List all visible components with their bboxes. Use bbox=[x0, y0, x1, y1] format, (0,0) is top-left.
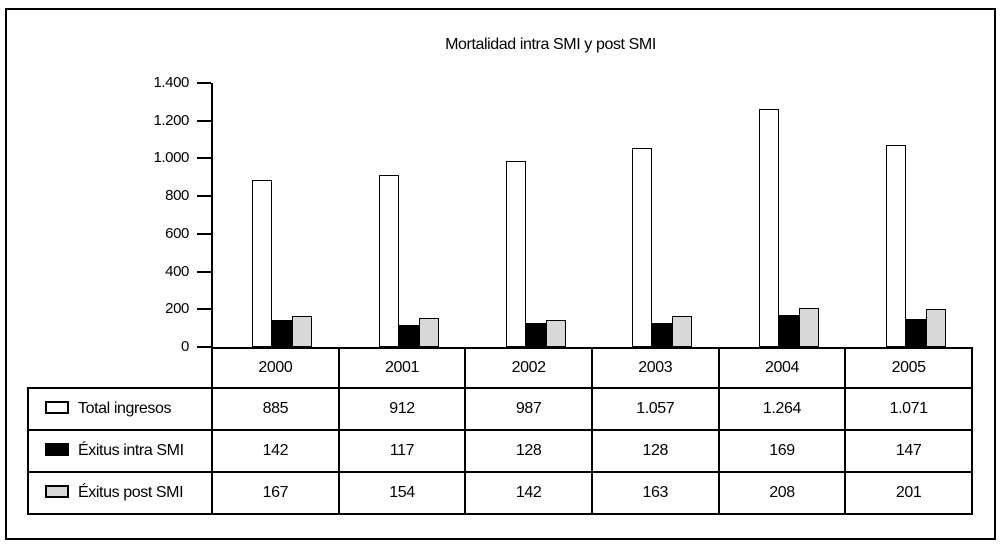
table-row-exitus-intra-smi: Éxitus intra SMI 142 117 128 128 169 147 bbox=[27, 429, 973, 473]
chart-title: Mortalidad intra SMI y post SMI bbox=[445, 36, 656, 53]
bar-total-ingresos-2005 bbox=[885, 145, 906, 347]
data-table: 2000 2001 2002 2003 2004 2005 Total ingr… bbox=[27, 347, 973, 515]
bar-exitus-post-smi-2005 bbox=[925, 309, 946, 347]
year-header-row: 2000 2001 2002 2003 2004 2005 bbox=[28, 347, 973, 389]
value-cell: 885 bbox=[211, 387, 340, 431]
value-cell: 142 bbox=[211, 429, 340, 473]
y-axis-tick-label: 1.200 bbox=[153, 111, 189, 129]
value-cell: 1.071 bbox=[844, 387, 973, 431]
bar-total-ingresos-2001 bbox=[379, 175, 399, 347]
value-cell: 163 bbox=[590, 471, 720, 515]
bar-group-2005 bbox=[846, 83, 973, 347]
bar-exitus-post-smi-2004 bbox=[799, 308, 820, 347]
year-header-2002: 2002 bbox=[464, 347, 593, 389]
value-cell: 201 bbox=[844, 471, 973, 515]
table-row-total-ingresos: Total ingresos 885 912 987 1.057 1.264 1… bbox=[27, 387, 973, 431]
value-cell: 147 bbox=[844, 429, 973, 473]
y-axis-tick-label: 800 bbox=[165, 187, 189, 205]
figure-frame: Mortalidad intra SMI y post SMI 0 200 400 6… bbox=[5, 8, 996, 540]
blank-cell bbox=[28, 348, 212, 388]
value-cell: 167 bbox=[211, 471, 340, 515]
y-axis-tick bbox=[197, 308, 211, 311]
bar-total-ingresos-2004 bbox=[759, 109, 780, 347]
legend-cell-exitus-intra-smi: Éxitus intra SMI bbox=[27, 429, 213, 473]
value-cell: 154 bbox=[337, 471, 467, 515]
legend-cell-total-ingresos: Total ingresos bbox=[27, 387, 213, 431]
y-axis-tick bbox=[197, 346, 211, 348]
y-axis-tick bbox=[197, 195, 211, 198]
bar-exitus-post-smi-2003 bbox=[672, 316, 693, 347]
y-axis-tick-label: 400 bbox=[165, 262, 189, 280]
value-cell: 128 bbox=[464, 429, 593, 473]
year-header-2005: 2005 bbox=[844, 347, 973, 389]
y-axis-tick-label: 600 bbox=[165, 224, 189, 242]
legend-cell-exitus-post-smi: Éxitus post SMI bbox=[27, 471, 213, 515]
bar-exitus-intra-smi-2003 bbox=[652, 323, 673, 347]
value-cell: 1.264 bbox=[717, 387, 847, 431]
legend-swatch-black bbox=[45, 443, 69, 456]
y-axis-tick-label: 0 bbox=[181, 338, 189, 355]
legend-label: Total ingresos bbox=[78, 400, 172, 417]
y-axis-tick bbox=[197, 270, 211, 273]
y-axis-tick-label: 1.400 bbox=[153, 74, 189, 91]
bar-group-2000 bbox=[213, 83, 340, 347]
value-cell: 987 bbox=[464, 387, 593, 431]
year-header-2001: 2001 bbox=[337, 347, 467, 389]
year-header-2000: 2000 bbox=[211, 347, 340, 389]
bar-exitus-intra-smi-2004 bbox=[779, 315, 800, 347]
bar-exitus-intra-smi-2005 bbox=[905, 319, 926, 347]
bar-exitus-intra-smi-2002 bbox=[525, 323, 546, 347]
bar-exitus-intra-smi-2000 bbox=[272, 320, 293, 347]
bar-exitus-post-smi-2002 bbox=[545, 320, 566, 347]
bar-group-2003 bbox=[593, 83, 720, 347]
legend-swatch-white bbox=[45, 401, 69, 414]
year-header-2004: 2004 bbox=[717, 347, 847, 389]
legend-label: Éxitus intra SMI bbox=[78, 442, 184, 459]
year-header-2003: 2003 bbox=[590, 347, 720, 389]
value-cell: 142 bbox=[464, 471, 593, 515]
bar-total-ingresos-2003 bbox=[632, 148, 653, 347]
bar-exitus-intra-smi-2001 bbox=[399, 325, 419, 347]
y-axis-tick-label: 1.000 bbox=[153, 149, 189, 167]
value-cell: 117 bbox=[337, 429, 467, 473]
bar-total-ingresos-2002 bbox=[505, 161, 526, 347]
bar-total-ingresos-2000 bbox=[252, 180, 273, 347]
bar-exitus-post-smi-2000 bbox=[292, 316, 313, 347]
value-cell: 1.057 bbox=[590, 387, 720, 431]
y-axis: 0 200 400 600 800 1.000 1.200 1.400 bbox=[7, 74, 211, 355]
value-cell: 169 bbox=[717, 429, 847, 473]
bar-group-2004 bbox=[720, 83, 847, 347]
y-axis-tick bbox=[197, 157, 211, 160]
value-cell: 208 bbox=[717, 471, 847, 515]
bar-exitus-post-smi-2001 bbox=[419, 318, 439, 347]
value-cell: 912 bbox=[337, 387, 467, 431]
y-axis-tick bbox=[197, 119, 211, 122]
y-axis-tick-label: 200 bbox=[165, 300, 189, 318]
bar-group-2001 bbox=[340, 83, 467, 347]
y-axis-tick bbox=[197, 82, 211, 84]
legend-swatch-gray bbox=[45, 485, 69, 498]
bar-group-2002 bbox=[466, 83, 593, 347]
legend-label: Éxitus post SMI bbox=[78, 484, 184, 501]
y-axis-tick bbox=[197, 232, 211, 235]
plot-area bbox=[211, 83, 973, 347]
table-row-exitus-post-smi: Éxitus post SMI 167 154 142 163 208 201 bbox=[27, 471, 973, 515]
value-cell: 128 bbox=[590, 429, 720, 473]
